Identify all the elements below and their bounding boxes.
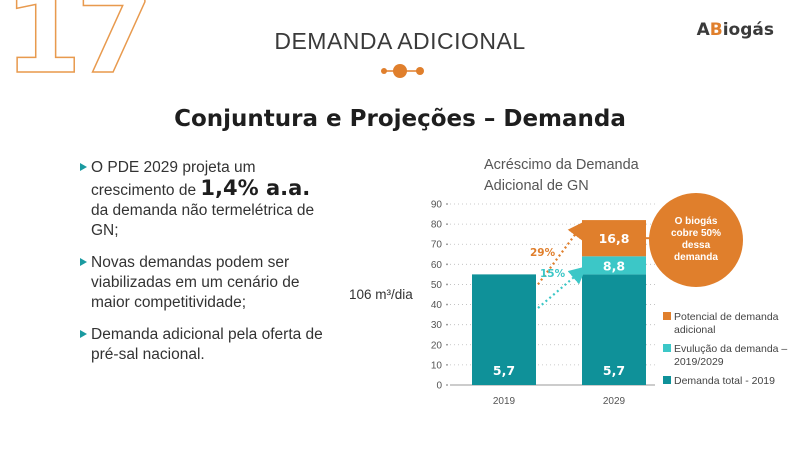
- bullet-arrow-icon: [80, 330, 87, 338]
- bullet-list: O PDE 2029 projeta um crescimento de 1,4…: [80, 158, 330, 377]
- bar-value-label: 5,7: [493, 363, 515, 378]
- legend-swatch: [663, 376, 671, 384]
- growth-arrow: [537, 220, 586, 286]
- slide-number: 17: [3, 0, 154, 99]
- tick-dot: [446, 283, 448, 286]
- chart-title: Acréscimo da Demanda Adicional de GN: [484, 157, 639, 194]
- biogas-callout: O biogás cobre 50% dessa demanda: [649, 193, 743, 287]
- legend-label: Potencial de demanda adicional: [674, 311, 779, 336]
- y-tick-label: 30: [431, 320, 443, 331]
- y-axis-label: 106 m³/dia: [349, 287, 413, 302]
- bar-value-label: 16,8: [599, 231, 630, 246]
- y-tick-label: 40: [431, 300, 443, 311]
- bar-segment: [582, 274, 646, 385]
- y-tick-label: 10: [431, 360, 443, 371]
- title-divider-icon: [381, 64, 424, 78]
- abiogas-logo: ABiogás: [696, 20, 774, 40]
- y-tick-label: 60: [431, 260, 443, 271]
- tick-dot: [446, 223, 448, 226]
- legend-label: Demanda total - 2019: [674, 375, 775, 387]
- bullet-arrow-icon: [80, 258, 87, 266]
- tick-dot: [446, 363, 448, 366]
- bar-value-label: 8,8: [603, 258, 625, 273]
- tick-dot: [446, 263, 448, 266]
- y-tick-label: 0: [436, 381, 442, 392]
- growth-percent-label: 29%: [530, 247, 556, 259]
- tick-dot: [446, 203, 448, 205]
- tick-dot: [446, 384, 448, 386]
- tick-dot: [446, 303, 448, 306]
- growth-arrow: [537, 266, 587, 309]
- page-title: DEMANDA ADICIONAL: [274, 28, 526, 54]
- bullet-arrow-icon: [80, 163, 87, 171]
- legend-swatch: [663, 344, 671, 352]
- growth-percent-label: 15%: [540, 268, 566, 280]
- tick-dot: [446, 323, 448, 326]
- growth-rate: 1,4% a.a.: [200, 176, 311, 200]
- bar-segment: [582, 220, 646, 257]
- legend-label: Evulução da demanda – 2019/2029: [674, 343, 788, 368]
- bullet-item: O PDE 2029 projeta um crescimento de 1,4…: [80, 158, 330, 241]
- slide-subtitle: Conjuntura e Projeções – Demanda: [174, 106, 626, 132]
- bar-value-label: 5,7: [603, 363, 625, 378]
- legend-swatch: [663, 312, 671, 320]
- tick-dot: [446, 343, 448, 346]
- legend-item: Demanda total - 2019: [663, 375, 793, 388]
- y-tick-label: 20: [431, 340, 443, 351]
- bullet-item: Novas demandas podem ser viabilizadas em…: [80, 253, 330, 313]
- x-tick-label: 2029: [603, 396, 626, 407]
- y-tick-label: 80: [431, 220, 443, 231]
- bullet-item: Demanda adicional pela oferta de pré-sal…: [80, 325, 330, 365]
- bar-segment: [582, 256, 646, 275]
- legend-item: Evulução da demanda – 2019/2029: [663, 343, 793, 369]
- y-tick-label: 70: [431, 240, 443, 251]
- y-tick-label: 90: [431, 200, 443, 211]
- bar-segment: [472, 274, 536, 385]
- y-tick-label: 50: [431, 280, 443, 291]
- legend-item: Potencial de demanda adicional: [663, 311, 793, 337]
- x-tick-label: 2019: [493, 396, 516, 407]
- tick-dot: [446, 243, 448, 246]
